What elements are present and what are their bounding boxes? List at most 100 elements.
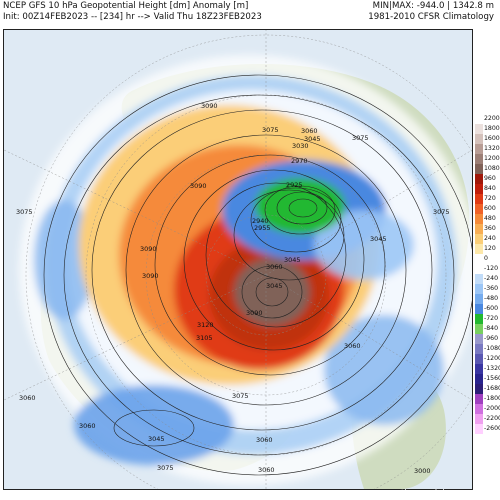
- contour-label: 3090: [201, 102, 218, 110]
- colorbar-swatch: [475, 404, 483, 414]
- colorbar-label: -480: [484, 295, 499, 302]
- colorbar-label: 360: [484, 225, 496, 232]
- contour-label: 3060: [19, 394, 36, 402]
- colorbar-label: 1320: [484, 145, 500, 152]
- blue-atlantic: [324, 315, 444, 425]
- colorbar-label: 240: [484, 235, 496, 242]
- colorbar-label: 1080: [484, 165, 500, 172]
- contour-label: 3060: [344, 342, 361, 350]
- map-canvas: 3090 3075 3060 3075 3045 3030 2970 2925 …: [4, 30, 472, 489]
- colorbar-swatch: [475, 274, 483, 284]
- colorbar-swatch: [475, 414, 483, 424]
- contour-label: 3060: [256, 436, 273, 444]
- contour-label: 3045: [370, 235, 387, 243]
- contour-label: 3075: [352, 134, 369, 142]
- colorbar-swatch: [475, 254, 483, 264]
- colorbar-label: -2000: [484, 405, 500, 412]
- contour-label: 3060: [266, 263, 283, 271]
- green-trough-core: [255, 178, 345, 234]
- colorbar-label: 2200: [484, 115, 500, 122]
- contour-label: 3075: [433, 208, 450, 216]
- colorbar-label: 600: [484, 205, 496, 212]
- colorbar-swatch: [475, 234, 483, 244]
- colorbar-swatch: [475, 204, 483, 214]
- colorbar-swatch: [475, 214, 483, 224]
- colorbar-label: -1560: [484, 375, 500, 382]
- colorbar-label: -360: [484, 285, 499, 292]
- contour-label: 3060: [301, 127, 318, 135]
- colorbar-label: -120: [484, 265, 499, 272]
- light-blue-trough: [314, 210, 414, 280]
- blue-west-pacific: [34, 200, 94, 320]
- height-contours: [43, 74, 472, 476]
- colorbar-label: 480: [484, 215, 496, 222]
- colorbar-label: -1680: [484, 385, 500, 392]
- contour-label: 3045: [304, 135, 321, 143]
- colorbar-swatch: [475, 264, 483, 274]
- colorbar-swatch: [475, 224, 483, 234]
- colorbar-label: -840: [484, 325, 499, 332]
- colorbar-label: -2600: [484, 425, 500, 432]
- contour-label: 3090: [140, 245, 157, 253]
- contour-label: 3060: [79, 422, 96, 430]
- colorbar-swatch: [475, 424, 483, 434]
- colorbar-swatch: [475, 354, 483, 364]
- contour-label: 3030: [292, 142, 309, 150]
- contour-label: 3075: [232, 392, 249, 400]
- source-credit: weathermodels.com: [383, 489, 470, 499]
- colorbar-label: 1800: [484, 125, 500, 132]
- colorbar-label: -1320: [484, 365, 500, 372]
- contour-label: 3000: [414, 467, 431, 475]
- colorbar-swatch: [475, 374, 483, 384]
- colorbar-swatch: [475, 364, 483, 374]
- colorbar-label: -600: [484, 305, 499, 312]
- init-valid-time: Init: 00Z14FEB2023 -- [234] hr --> Valid…: [3, 12, 262, 22]
- contour-label: 3090: [142, 272, 159, 280]
- climatology-label: 1981-2010 CFSR Climatology: [368, 12, 494, 22]
- contour-label: 2955: [254, 224, 271, 232]
- blue-south-us: [74, 385, 234, 465]
- colorbar-swatch: [475, 244, 483, 254]
- colorbar-swatch: [475, 164, 483, 174]
- anomaly-colorbar: 2200 1800 1600 1320 1200 1080 960 840 720 600 480 3…: [474, 114, 500, 436]
- colorbar-swatch: [475, 314, 483, 324]
- contour-label: 3045: [148, 435, 165, 443]
- map-title: NCEP GFS 10 hPa Geopotential Height [dm]…: [3, 1, 249, 11]
- graticule: [4, 30, 472, 489]
- contour-label: 2940: [252, 217, 269, 225]
- contour-label: 3075: [157, 464, 174, 472]
- contour-labels: 3090 3075 3060 3075 3045 3030 2970 2925 …: [16, 102, 450, 475]
- colorbar-swatch: [475, 154, 483, 164]
- min-max-readout: MIN|MAX: -944.0 | 1342.8 m: [372, 1, 494, 11]
- colorbar-label: -1080: [484, 345, 500, 352]
- colorbar-swatch: [475, 324, 483, 334]
- contour-label: 3045: [284, 256, 301, 264]
- colorbar-label: 960: [484, 175, 496, 182]
- contour-label: 2925: [286, 181, 303, 189]
- contour-label: 3075: [262, 126, 279, 134]
- colorbar-label: -2200: [484, 415, 500, 422]
- colorbar-swatch: [475, 174, 483, 184]
- anomaly-map: 3090 3075 3060 3075 3045 3030 2970 2925 …: [3, 29, 473, 490]
- colorbar-swatch: [475, 284, 483, 294]
- contour-label: 3090: [246, 309, 263, 317]
- contour-label: 3105: [196, 334, 213, 342]
- colorbar-label: -720: [484, 315, 499, 322]
- colorbar-label: 1600: [484, 135, 500, 142]
- colorbar-label: -1800: [484, 395, 500, 402]
- colorbar-label: -960: [484, 335, 499, 342]
- colorbar-label: 120: [484, 245, 496, 252]
- colorbar-swatch: [475, 304, 483, 314]
- contour-label: 2970: [291, 157, 308, 165]
- contour-label: 3060: [258, 466, 275, 474]
- colorbar-swatch: [475, 194, 483, 204]
- colorbar-label: -1200: [484, 355, 500, 362]
- colorbar-swatch: [475, 394, 483, 404]
- contour-label: 3045: [266, 282, 283, 290]
- header: NCEP GFS 10 hPa Geopotential Height [dm]…: [0, 0, 500, 28]
- colorbar-swatch: [475, 144, 483, 154]
- colorbar-label: 0: [484, 255, 488, 262]
- colorbar-label: 1200: [484, 155, 500, 162]
- colorbar-swatch: [475, 124, 483, 134]
- colorbar-swatch: [475, 294, 483, 304]
